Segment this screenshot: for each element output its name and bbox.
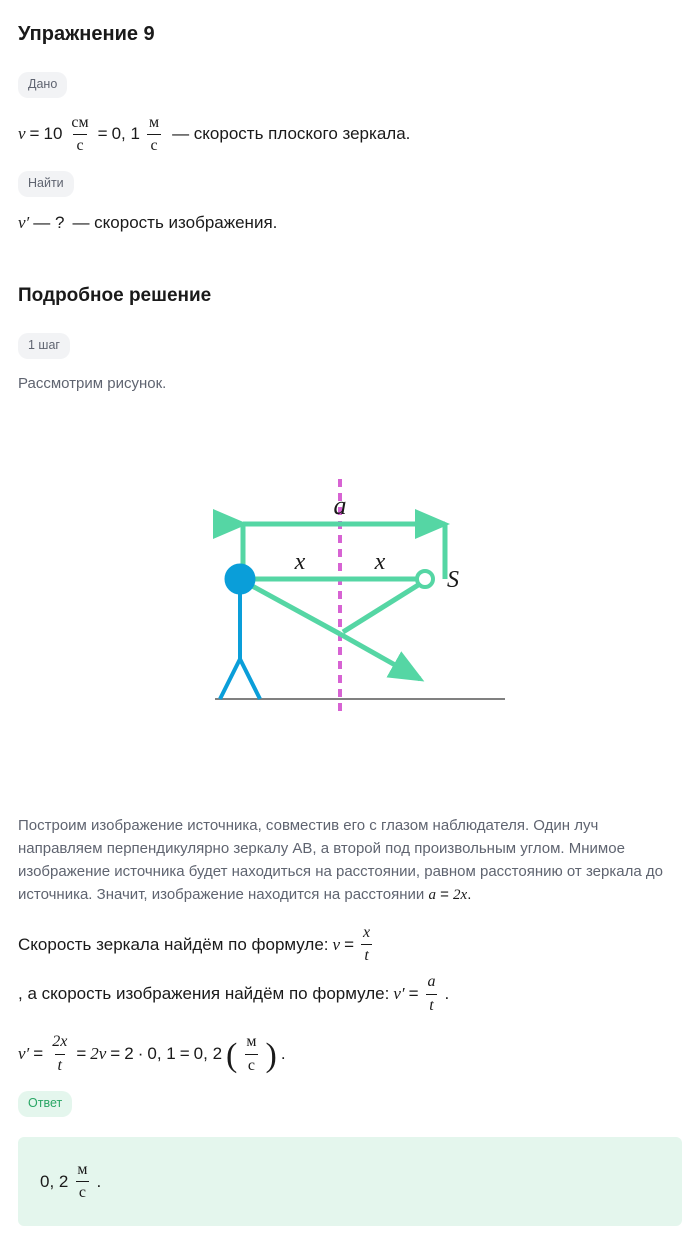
frac-2xt: 2x t <box>49 1031 70 1077</box>
eq2: = <box>98 122 108 146</box>
unit-den: с <box>245 1054 258 1077</box>
frac-at: a t <box>425 971 439 1017</box>
answer-val: 0, 2 <box>40 1170 68 1194</box>
person-head <box>225 564 255 594</box>
vprime-symbol: v′ <box>18 211 29 235</box>
calc-eq1: = <box>33 1042 43 1066</box>
label-x2: x <box>374 549 386 575</box>
exercise-title: Упражнение 9 <box>18 20 682 48</box>
para1-a: a <box>428 887 436 903</box>
step1-tag: 1 шаг <box>18 333 70 359</box>
given-line: v = 10 см с = 0, 1 м с — скорость плоско… <box>18 112 682 158</box>
v-symbol: v <box>18 122 26 146</box>
para2-end: . <box>445 982 450 1006</box>
para1-eq: = <box>436 886 453 903</box>
label-s: S <box>447 567 459 593</box>
para2-vp: v′ <box>393 982 404 1006</box>
answer-tag: Ответ <box>18 1091 72 1117</box>
person-leg-right <box>240 659 260 699</box>
unit-m-num: м <box>146 112 162 134</box>
calc-02: 0, 2 <box>194 1042 222 1066</box>
answer-block: 0, 2 м с . <box>18 1137 682 1227</box>
para2-v: v <box>333 933 341 957</box>
unit-m-den: с <box>147 134 160 157</box>
frac-2xt-den: t <box>55 1054 65 1077</box>
calc-eq2: = <box>76 1042 86 1066</box>
calc-dot1: · <box>138 1042 144 1066</box>
frac-2xt-num: 2x <box>49 1031 70 1053</box>
find-tag: Найти <box>18 171 74 197</box>
calc-eq3: = <box>110 1042 120 1066</box>
formula-para: Скорость зеркала найдём по формуле: v = … <box>18 922 682 1018</box>
answer-period: . <box>96 1170 101 1194</box>
solution-heading: Подробное решение <box>18 283 682 310</box>
image-point <box>417 571 433 587</box>
frac-cm: см с <box>68 112 91 158</box>
frac-xt-num: x <box>360 922 373 944</box>
calc-01: 0, 1 <box>147 1042 175 1066</box>
ray-virtual <box>343 582 423 632</box>
given-tag: Дано <box>18 72 67 98</box>
diagram: a x x S <box>18 474 682 734</box>
para2-eq1: = <box>344 933 354 957</box>
para1-text: Построим изображение источника, совмести… <box>18 817 663 904</box>
calc-period: . <box>281 1042 286 1066</box>
val-m: 0, 1 <box>112 122 140 146</box>
calc-2v: 2v <box>90 1042 106 1066</box>
paren-close: ) <box>265 1041 276 1072</box>
find-q: — ? <box>33 211 64 235</box>
given-desc: — скорость плоского зеркала. <box>172 122 410 146</box>
ray-incident <box>245 582 340 634</box>
find-desc: — скорость изображения. <box>72 211 277 235</box>
para2-start: Скорость зеркала найдём по формуле: <box>18 933 329 957</box>
label-a: a <box>334 491 347 520</box>
find-line: v′ — ? — скорость изображения. <box>18 211 682 235</box>
para1-dot: . <box>467 886 471 903</box>
frac-xt: x t <box>360 922 373 968</box>
unit-num: м <box>243 1031 259 1053</box>
answer-unit-den: с <box>76 1181 89 1204</box>
label-x1: x <box>294 549 306 575</box>
person-leg-left <box>220 659 240 699</box>
calc-eq4: = <box>180 1042 190 1066</box>
ray-reflected <box>340 634 420 679</box>
para2-eq2: = <box>409 982 419 1006</box>
calculation-line: v′ = 2x t = 2v = 2 · 0, 1 = 0, 2 ( м с )… <box>18 1031 682 1077</box>
explanation-para: Построим изображение источника, совмести… <box>18 814 682 908</box>
unit-cm-den: с <box>73 134 86 157</box>
calc-vp: v′ <box>18 1042 29 1066</box>
frac-m: м с <box>146 112 162 158</box>
para1-2x: 2x <box>453 887 467 903</box>
mirror-diagram: a x x S <box>185 474 515 734</box>
frac-at-num: a <box>425 971 439 993</box>
step1-text: Рассмотрим рисунок. <box>18 373 682 394</box>
answer-frac: м с <box>74 1159 90 1205</box>
paren-open: ( <box>226 1041 237 1072</box>
eq: = <box>30 122 40 146</box>
frac-unit: м с <box>243 1031 259 1077</box>
para2-mid: , а скорость изображения найдём по форму… <box>18 982 389 1006</box>
frac-at-den: t <box>426 994 436 1017</box>
val-cm: 10 <box>43 122 62 146</box>
unit-cm-num: см <box>68 112 91 134</box>
calc-2: 2 <box>124 1042 133 1066</box>
answer-unit-num: м <box>74 1159 90 1181</box>
frac-xt-den: t <box>361 944 371 967</box>
